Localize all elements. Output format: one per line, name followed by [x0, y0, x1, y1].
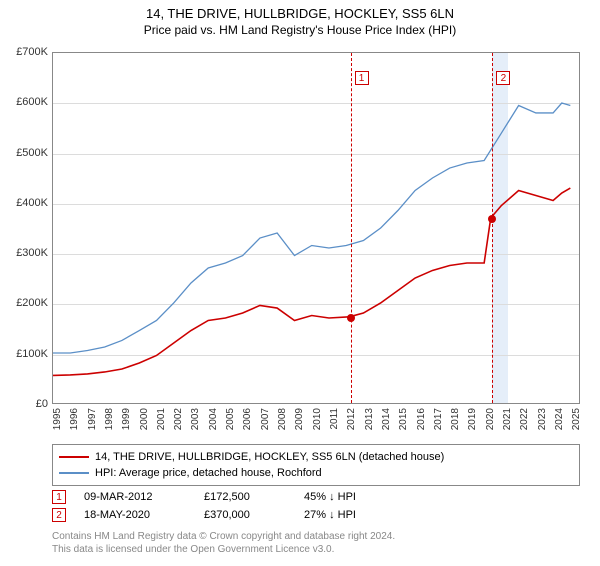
legend-label: HPI: Average price, detached house, Roch…	[95, 467, 322, 479]
footer-text: Contains HM Land Registry data © Crown c…	[52, 530, 395, 556]
x-tick-label: 2002	[173, 408, 184, 430]
x-tick-label: 2023	[537, 408, 548, 430]
chart-title: 14, THE DRIVE, HULLBRIDGE, HOCKLEY, SS5 …	[0, 6, 600, 21]
sale-row: 2 18-MAY-2020£370,00027% ↓ HPI	[52, 506, 424, 524]
sale-price: £172,500	[204, 491, 304, 503]
x-tick-label: 2003	[190, 408, 201, 430]
y-tick-label: £500K	[16, 147, 48, 159]
x-tick-label: 2000	[139, 408, 150, 430]
sales-table: 1 09-MAR-2012£172,50045% ↓ HPI 2 18-MAY-202…	[52, 488, 424, 524]
y-tick-label: £100K	[16, 348, 48, 360]
sale-date: 09-MAR-2012	[84, 491, 204, 503]
chart-subtitle: Price paid vs. HM Land Registry's House …	[0, 23, 600, 37]
sale-hpi-delta: 27% ↓ HPI	[304, 509, 424, 521]
sale-hpi-delta: 45% ↓ HPI	[304, 491, 424, 503]
y-tick-label: £200K	[16, 297, 48, 309]
legend-swatch	[59, 456, 89, 458]
x-tick-label: 2025	[571, 408, 582, 430]
sale-row: 1 09-MAR-2012£172,50045% ↓ HPI	[52, 488, 424, 506]
sale-price: £370,000	[204, 509, 304, 521]
sale-index-box: 2	[52, 508, 66, 522]
x-tick-label: 2005	[225, 408, 236, 430]
y-tick-label: £600K	[16, 96, 48, 108]
x-tick-label: 1995	[52, 408, 63, 430]
y-tick-label: £700K	[16, 46, 48, 58]
x-tick-label: 2001	[156, 408, 167, 430]
x-tick-label: 2016	[416, 408, 427, 430]
x-tick-label: 2006	[242, 408, 253, 430]
x-tick-label: 1996	[69, 408, 80, 430]
x-tick-label: 2022	[519, 408, 530, 430]
x-tick-label: 2009	[294, 408, 305, 430]
x-tick-label: 2013	[364, 408, 375, 430]
x-tick-label: 2012	[346, 408, 357, 430]
x-tick-label: 2015	[398, 408, 409, 430]
event-marker-box: 1	[355, 71, 369, 85]
x-tick-label: 2024	[554, 408, 565, 430]
sale-index-box: 1	[52, 490, 66, 504]
x-tick-label: 2008	[277, 408, 288, 430]
chart-plot-area: 12	[52, 52, 580, 404]
x-tick-label: 2004	[208, 408, 219, 430]
event-line	[351, 53, 352, 403]
y-tick-label: £300K	[16, 247, 48, 259]
sale-date: 18-MAY-2020	[84, 509, 204, 521]
legend-box: 14, THE DRIVE, HULLBRIDGE, HOCKLEY, SS5 …	[52, 444, 580, 486]
x-tick-label: 2011	[329, 408, 340, 430]
legend-item: 14, THE DRIVE, HULLBRIDGE, HOCKLEY, SS5 …	[59, 449, 573, 465]
x-tick-label: 2017	[433, 408, 444, 430]
event-marker-box: 2	[496, 71, 510, 85]
legend-swatch	[59, 472, 89, 474]
y-tick-label: £0	[36, 398, 48, 410]
x-tick-label: 2018	[450, 408, 461, 430]
x-tick-label: 2021	[502, 408, 513, 430]
footer-line2: This data is licensed under the Open Gov…	[52, 543, 395, 556]
x-tick-label: 2007	[260, 408, 271, 430]
x-tick-label: 2010	[312, 408, 323, 430]
y-tick-label: £400K	[16, 197, 48, 209]
x-tick-label: 1997	[87, 408, 98, 430]
chart-svg	[53, 53, 579, 403]
sale-marker-dot	[347, 314, 355, 322]
x-tick-label: 2020	[485, 408, 496, 430]
footer-line1: Contains HM Land Registry data © Crown c…	[52, 530, 395, 543]
x-tick-label: 1999	[121, 408, 132, 430]
legend-item: HPI: Average price, detached house, Roch…	[59, 465, 573, 481]
x-tick-label: 1998	[104, 408, 115, 430]
x-tick-label: 2014	[381, 408, 392, 430]
event-line	[492, 53, 493, 403]
x-tick-label: 2019	[467, 408, 478, 430]
sale-marker-dot	[488, 215, 496, 223]
legend-label: 14, THE DRIVE, HULLBRIDGE, HOCKLEY, SS5 …	[95, 451, 444, 463]
